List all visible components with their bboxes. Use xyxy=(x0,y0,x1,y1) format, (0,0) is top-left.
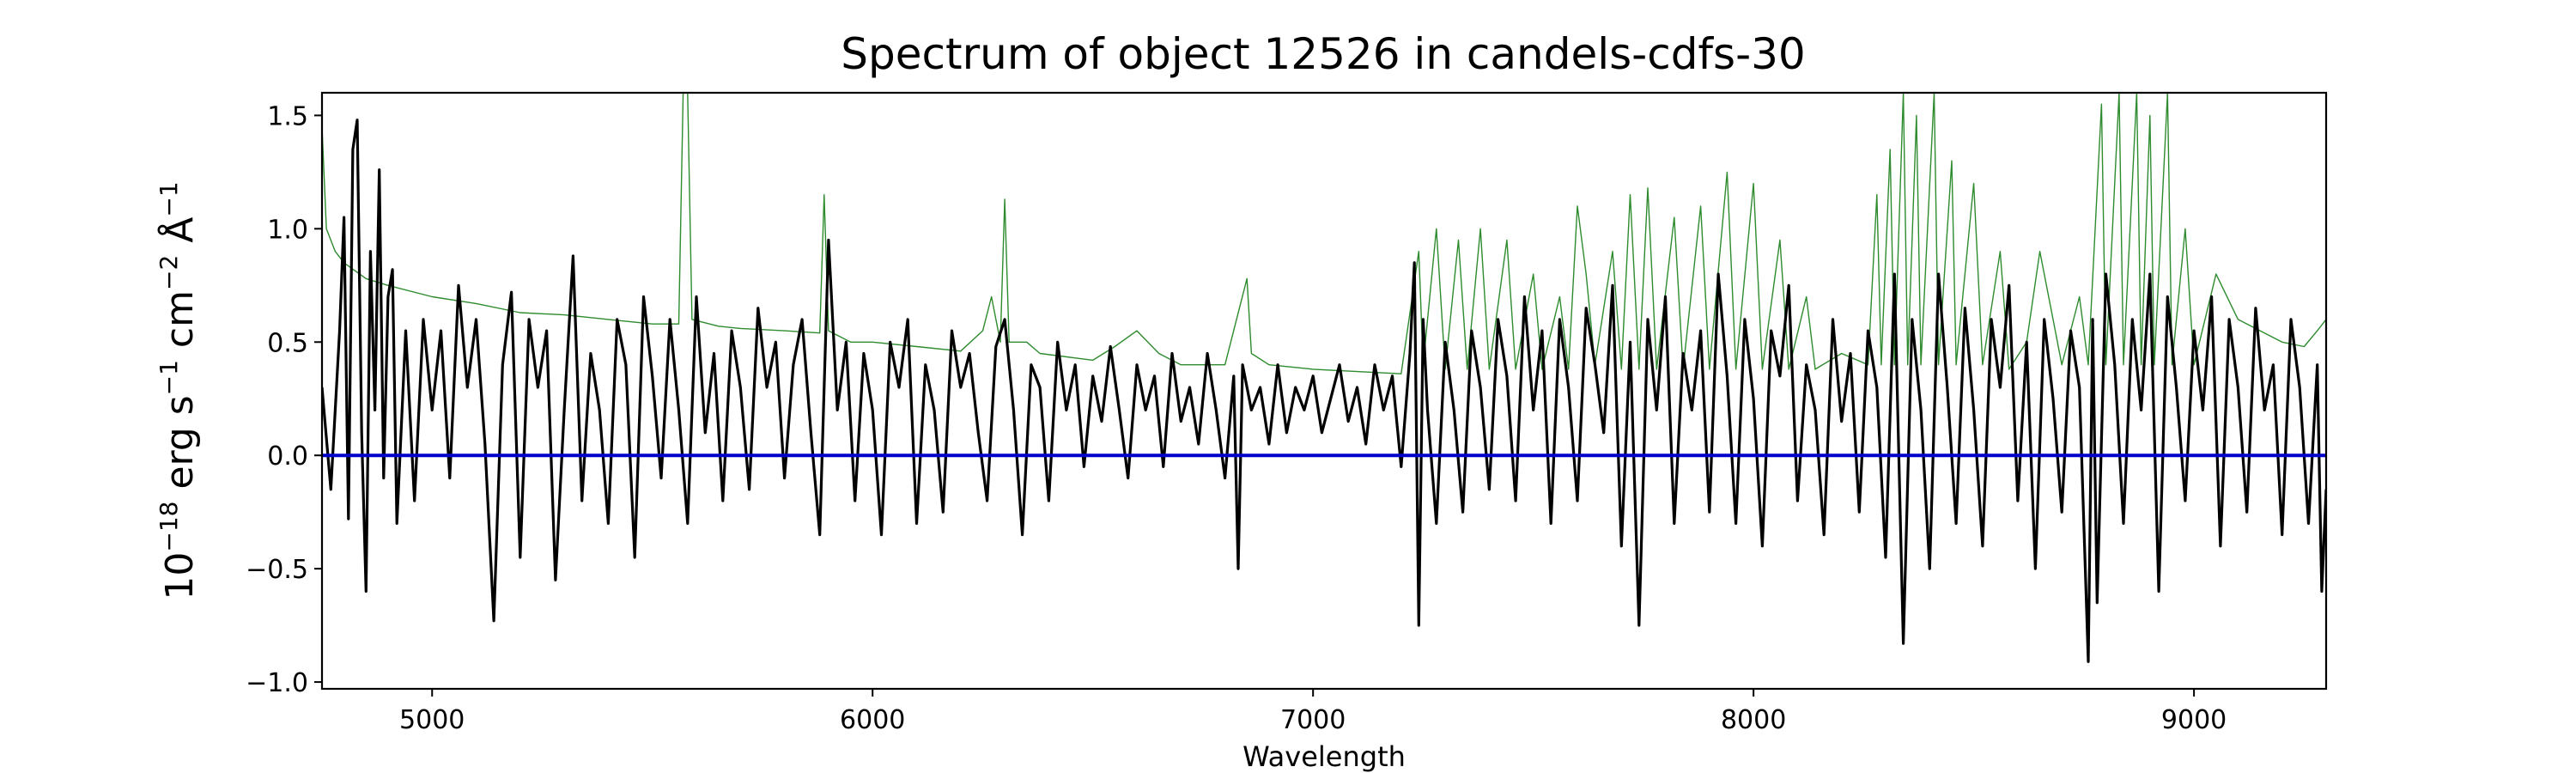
x-tick-label: 7000 xyxy=(1280,705,1346,735)
y-tick-label: −1.0 xyxy=(246,668,308,698)
series-layer xyxy=(322,93,2326,663)
flux-series-line xyxy=(322,119,2326,663)
x-axis-label: Wavelength xyxy=(1242,740,1406,773)
chart-title: Spectrum of object 12526 in candels-cdfs… xyxy=(841,29,1806,79)
y-axis-label-text: 10−18 erg s−1 cm−2 Å−1 xyxy=(155,181,202,600)
y-label-angstrom: Å xyxy=(156,217,202,255)
x-tick-label: 6000 xyxy=(840,705,905,735)
y-tick-label: 0.5 xyxy=(267,328,308,358)
y-tick-label: 0.0 xyxy=(267,441,308,472)
axes-layer: 5000 6000 7000 8000 9000 −1.0 −0.5 0.0 0.5 1.0 1.5 xyxy=(246,101,2227,735)
y-tick-label: 1.5 xyxy=(267,101,308,131)
x-tick-label: 9000 xyxy=(2161,705,2227,735)
y-label-exp-1: −18 xyxy=(155,502,183,552)
y-label-exp-3: −2 xyxy=(155,255,183,290)
y-label-mantissa: 10 xyxy=(158,552,202,600)
y-label-cm: cm xyxy=(158,290,202,360)
y-label-erg: erg s xyxy=(158,395,202,501)
x-tick-label: 8000 xyxy=(1721,705,1786,735)
plot-frame xyxy=(320,91,2328,691)
y-tick-label: −0.5 xyxy=(246,555,308,585)
y-axis-label: 10−18 erg s−1 cm−2 Å−1 xyxy=(155,181,202,600)
y-label-exp-2: −1 xyxy=(155,360,183,395)
y-tick-label: 1.0 xyxy=(267,215,308,245)
x-tick-label: 5000 xyxy=(399,705,465,735)
y-label-exp-4: −1 xyxy=(155,181,183,216)
